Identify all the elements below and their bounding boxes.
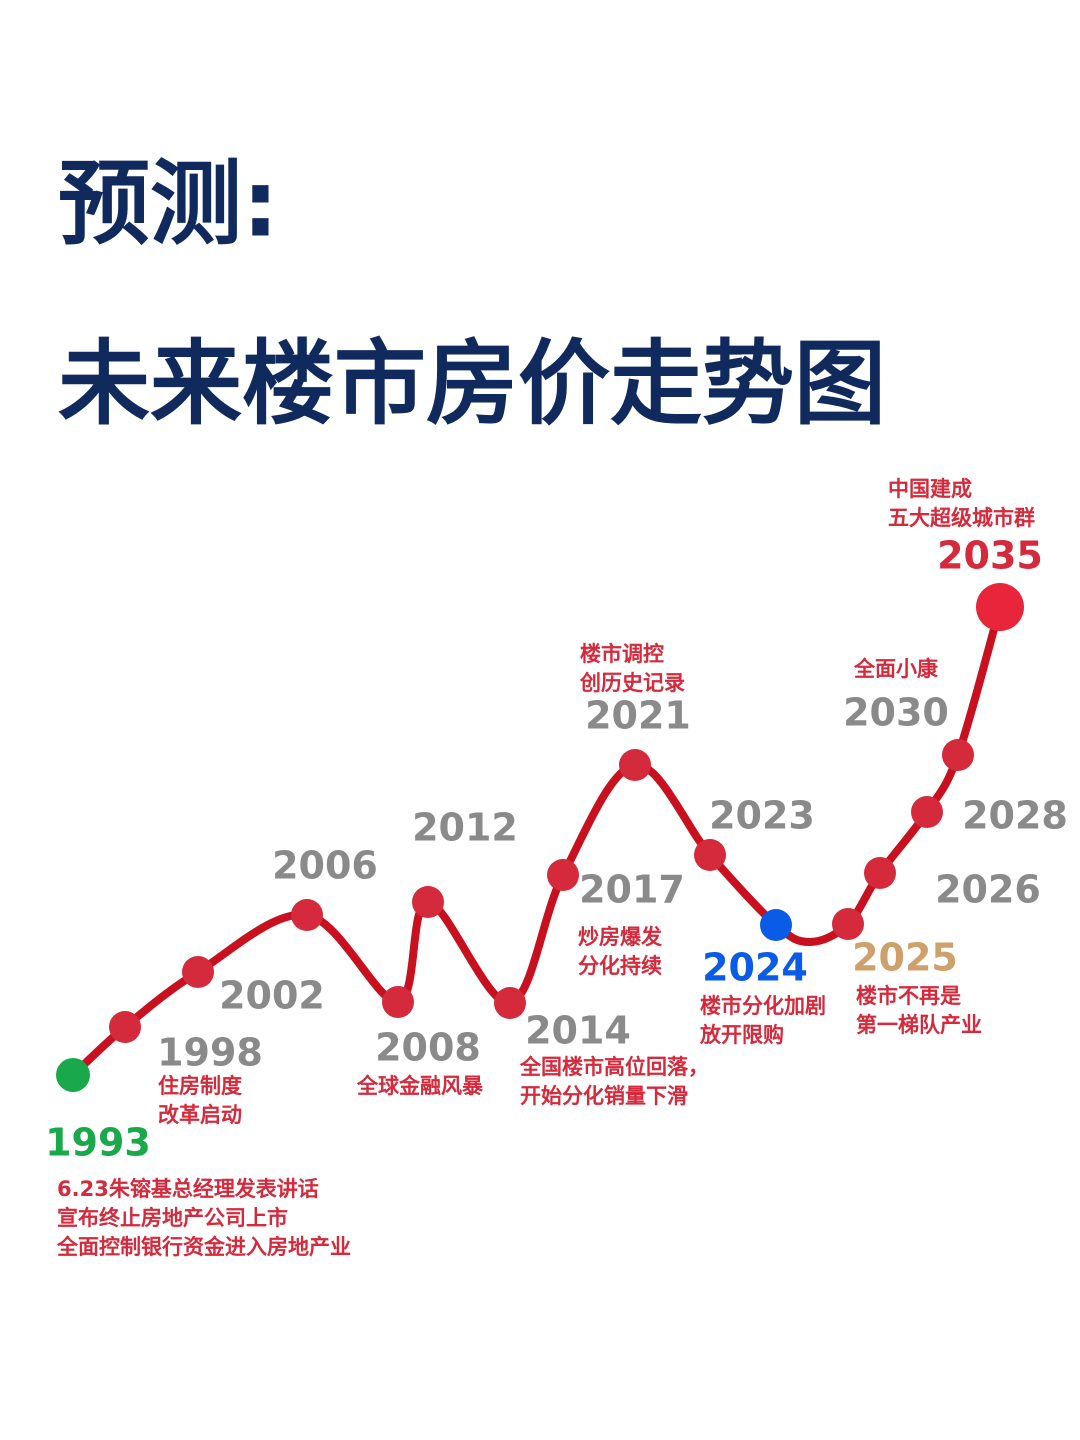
timeline-dot [182,956,214,988]
year-label: 2014 [525,1009,631,1053]
trend-curve [69,603,1004,1079]
timeline-dot [412,886,444,918]
year-label: 2017 [579,868,685,912]
event-note: 楼市调控 [580,642,664,666]
event-note: 第一梯队产业 [856,1013,982,1037]
timeline-dot [494,987,526,1019]
event-note: 楼市不再是 [856,984,961,1008]
timeline-dot [382,986,414,1018]
title-line-2: 未来楼市房价走势图 [58,330,886,437]
timeline-dot [109,1011,141,1043]
year-label: 2024 [702,946,808,990]
timeline-dot [291,899,323,931]
year-label: 2008 [375,1026,481,1070]
timeline-dot [911,796,943,828]
timeline-dot [976,583,1024,631]
event-note: 分化持续 [578,954,662,978]
year-label: 2021 [585,694,691,738]
timeline-dot [760,909,792,941]
year-label: 2035 [937,534,1043,578]
event-note: 全球金融风暴 [356,1074,484,1098]
timeline-dot [864,857,896,889]
timeline-dot [547,859,579,891]
event-note: 炒房爆发 [578,925,663,949]
title-line-1: 预测: [58,150,279,257]
year-label: 2025 [852,936,958,980]
event-note: 宣布终止房地产公司上市 [57,1206,288,1230]
event-note: 五大超级城市群 [888,506,1035,530]
year-label: 2028 [962,794,1068,838]
event-note: 住房制度 [158,1074,242,1098]
timeline-dot [832,908,864,940]
event-note: 开始分化销量下滑 [520,1084,688,1108]
event-note: 楼市分化加剧 [700,994,826,1018]
event-note: 全面小康 [853,657,939,681]
event-note: 改革启动 [158,1103,242,1127]
year-label: 1998 [157,1031,263,1075]
year-label: 2023 [709,794,815,838]
timeline-dot [942,739,974,771]
year-label: 2006 [272,844,378,888]
event-note: 中国建成 [888,477,972,501]
year-label: 1993 [45,1121,151,1165]
event-note: 6.23朱镕基总经理发表讲话 [57,1177,319,1201]
timeline-dot [619,749,651,781]
event-note: 创历史记录 [579,671,685,695]
timeline-dot [56,1058,90,1092]
year-label: 2012 [412,806,518,850]
year-label: 2030 [843,691,949,735]
year-label: 2002 [219,974,325,1018]
timeline-dot [694,839,726,871]
year-label: 2026 [935,868,1041,912]
event-note: 全面控制银行资金进入房地产业 [56,1235,351,1259]
event-note: 全国楼市高位回落， [519,1055,709,1079]
event-note: 放开限购 [699,1023,784,1047]
